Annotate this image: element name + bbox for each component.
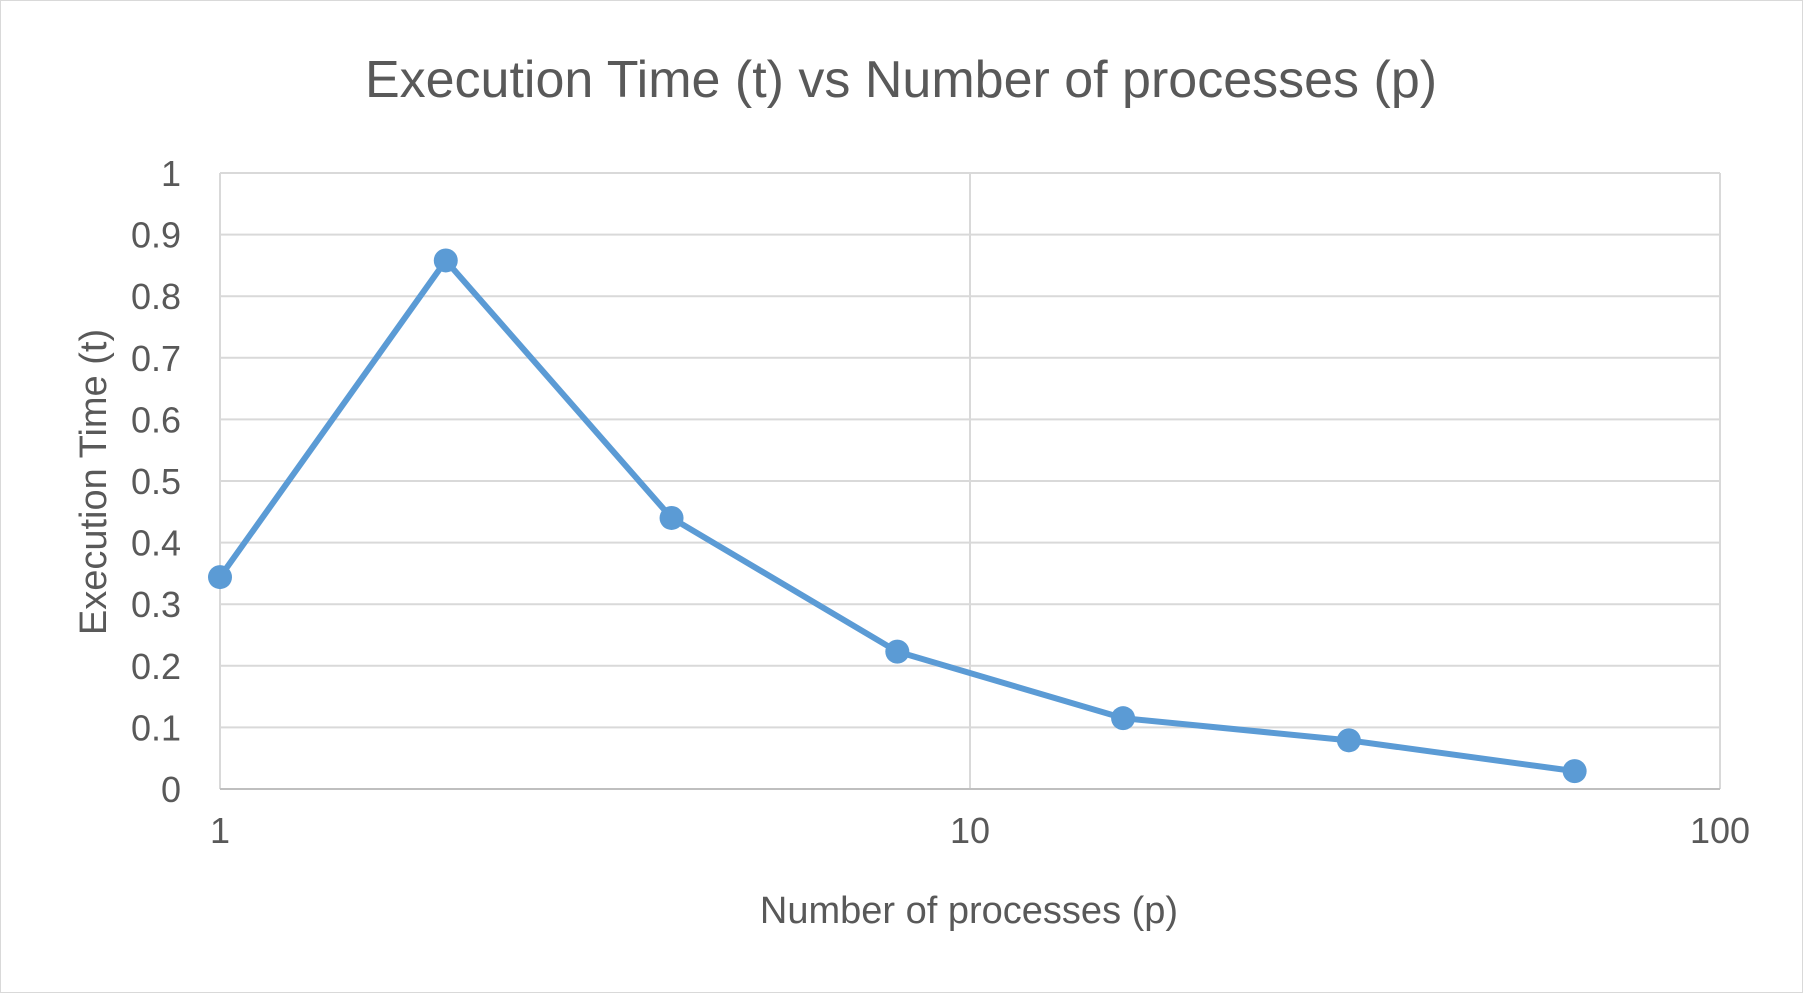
y-tick-label: 1	[161, 153, 181, 194]
y-tick-label: 0.2	[131, 646, 181, 687]
data-series	[208, 248, 1587, 784]
x-tick-label: 10	[950, 810, 990, 851]
y-tick-label: 0	[161, 769, 181, 810]
series-line	[217, 257, 1578, 775]
y-tick-label: 0.6	[131, 399, 181, 440]
y-tick-label: 0.1	[131, 707, 181, 748]
x-tick-label: 1	[210, 810, 230, 851]
data-point	[1111, 706, 1136, 731]
x-tick-label: 100	[1690, 810, 1750, 851]
y-tick-label: 0.3	[131, 584, 181, 625]
data-point	[885, 639, 910, 664]
y-tick-label: 0.5	[131, 461, 181, 502]
chart-title: Execution Time (t) vs Number of processe…	[365, 51, 1437, 109]
y-axis-title: Execution Time (t)	[73, 329, 115, 635]
y-tick-label: 0.8	[131, 276, 181, 317]
data-point	[1562, 759, 1587, 784]
tick-labels: 0 0.1 0.2 0.3 0.4 0.5 0.6 0.7 0.8 0.9 1 1 10 100	[131, 153, 1750, 851]
data-point	[208, 565, 232, 590]
data-point	[1336, 728, 1361, 753]
data-point	[433, 248, 458, 273]
gridlines	[219, 172, 1721, 789]
y-tick-label: 0.7	[131, 338, 181, 379]
y-tick-label: 0.4	[131, 523, 181, 564]
data-point	[659, 505, 684, 530]
x-axis-title: Number of processes (p)	[760, 890, 1178, 932]
y-tick-label: 0.9	[131, 215, 181, 256]
